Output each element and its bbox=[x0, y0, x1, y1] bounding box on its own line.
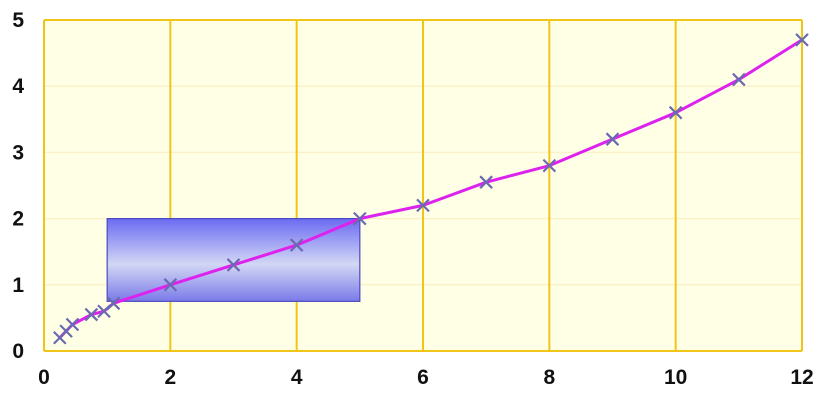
data-point-marker bbox=[605, 132, 620, 146]
data-point-marker bbox=[163, 278, 178, 292]
y-tick-label: 5 bbox=[12, 9, 24, 32]
y-tick-label: 4 bbox=[12, 75, 24, 98]
data-point-marker bbox=[353, 211, 367, 226]
data-point-marker bbox=[226, 258, 241, 272]
data-point-marker bbox=[289, 238, 304, 252]
data-point-marker bbox=[542, 158, 557, 173]
x-tick-label: 4 bbox=[291, 366, 303, 389]
x-tick-label: 0 bbox=[38, 366, 50, 389]
x-tick-label: 2 bbox=[164, 366, 176, 389]
data-point-marker bbox=[668, 105, 683, 120]
x-tick-label: 12 bbox=[790, 366, 813, 389]
y-axis-ticks: 0 1 2 3 4 5 bbox=[12, 9, 24, 363]
y-tick-label: 2 bbox=[12, 208, 24, 231]
data-point-marker bbox=[479, 175, 493, 189]
highlight-region bbox=[106, 218, 361, 302]
y-tick-label: 3 bbox=[12, 141, 24, 164]
data-point-marker bbox=[416, 198, 430, 213]
data-point-marker bbox=[732, 72, 746, 87]
data-markers bbox=[53, 33, 809, 345]
y-tick-label: 1 bbox=[12, 274, 24, 297]
x-tick-label: 8 bbox=[543, 366, 555, 389]
data-point-marker bbox=[65, 317, 80, 332]
y-tick-label: 0 bbox=[12, 340, 24, 363]
x-axis-ticks: 0 2 4 6 8 10 12 bbox=[38, 366, 814, 389]
x-tick-label: 6 bbox=[417, 366, 429, 389]
data-point-marker bbox=[84, 307, 99, 322]
data-point-marker bbox=[106, 296, 121, 311]
x-tick-label: 10 bbox=[664, 366, 687, 389]
data-point-marker bbox=[795, 33, 809, 47]
